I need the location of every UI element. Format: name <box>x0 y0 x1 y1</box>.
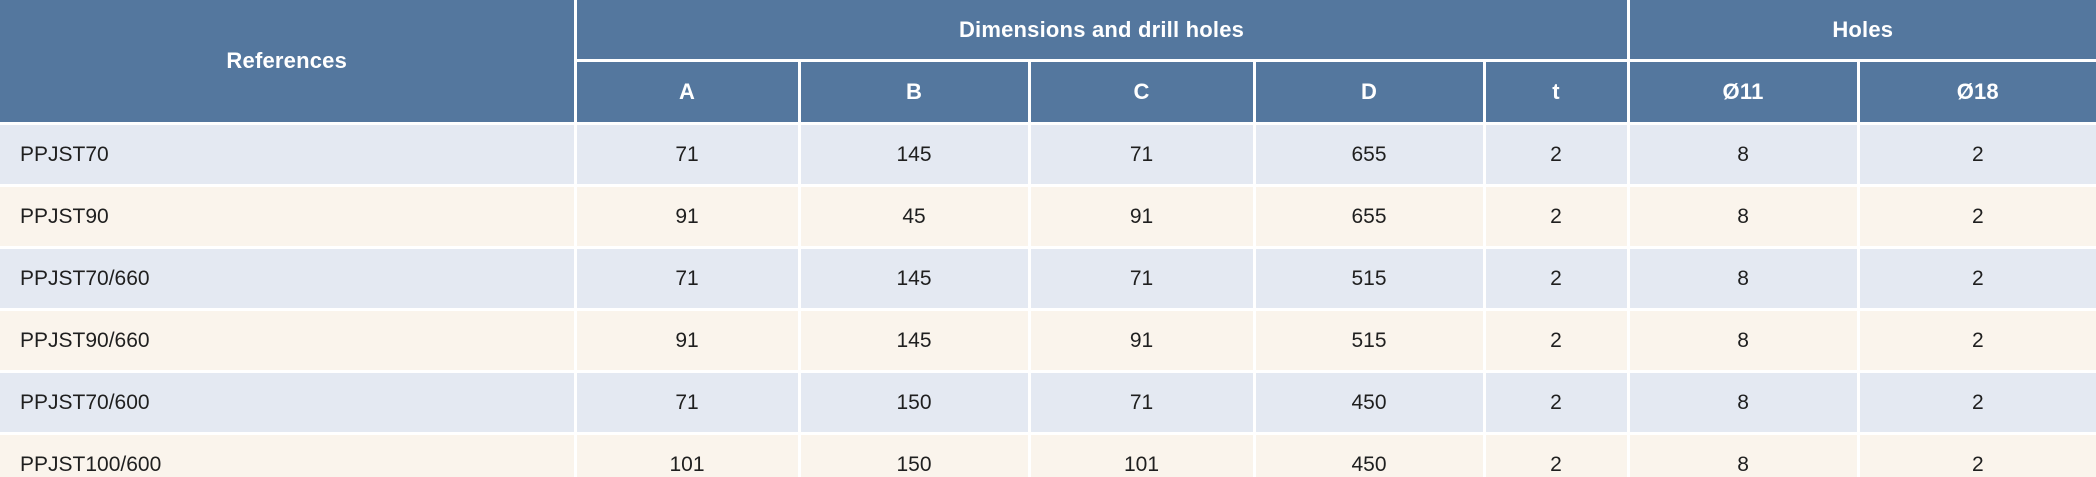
holes-o18-cell: 2 <box>1858 309 2096 373</box>
thickness-cell: 2 <box>1484 123 1630 187</box>
dimension-a-cell: 91 <box>575 309 801 373</box>
reference-cell: PPJST90 <box>0 185 577 249</box>
thickness-cell: 2 <box>1484 433 1630 477</box>
table-row: PPJST90/660 91 145 91 515 2 8 2 <box>0 309 2096 373</box>
dimension-c-cell: 71 <box>1029 247 1256 311</box>
thickness-cell: 2 <box>1484 247 1630 311</box>
thickness-cell: 2 <box>1484 371 1630 435</box>
dimension-a-cell: 71 <box>575 247 801 311</box>
thickness-cell: 2 <box>1484 185 1630 249</box>
holes-o11-cell: 8 <box>1628 123 1860 187</box>
table-row: PPJST70/660 71 145 71 515 2 8 2 <box>0 247 2096 311</box>
dimension-a-cell: 91 <box>575 185 801 249</box>
dimension-a-cell: 101 <box>575 433 801 477</box>
holes-o18-cell: 2 <box>1858 247 2096 311</box>
dimension-d-cell: 655 <box>1254 185 1486 249</box>
dimension-b-cell: 45 <box>799 185 1031 249</box>
reference-cell: PPJST90/660 <box>0 309 577 373</box>
dimension-c-cell: 101 <box>1029 433 1256 477</box>
reference-cell: PPJST70 <box>0 123 577 187</box>
reference-cell: PPJST100/600 <box>0 433 577 477</box>
holes-o18-cell: 2 <box>1858 185 2096 249</box>
references-column-header: References <box>0 0 577 125</box>
dimension-d-cell: 515 <box>1254 309 1486 373</box>
holes-group-header: Holes <box>1628 0 2096 62</box>
dimension-c-cell: 71 <box>1029 371 1256 435</box>
holes-o11-cell: 8 <box>1628 433 1860 477</box>
dimension-d-cell: 450 <box>1254 371 1486 435</box>
dimension-b-cell: 150 <box>799 433 1031 477</box>
table-row: PPJST70 71 145 71 655 2 8 2 <box>0 123 2096 187</box>
header-group-row: References Dimensions and drill holes Ho… <box>0 0 2096 125</box>
column-header-d: D <box>1254 60 1486 125</box>
column-header-o11: Ø11 <box>1628 60 1860 125</box>
reference-cell: PPJST70/660 <box>0 247 577 311</box>
header-columns-row: A B C D t Ø11 Ø18 <box>0 60 2096 125</box>
holes-o18-cell: 2 <box>1858 371 2096 435</box>
holes-o11-cell: 8 <box>1628 371 1860 435</box>
dimension-c-cell: 71 <box>1029 123 1256 187</box>
dimension-b-cell: 150 <box>799 371 1031 435</box>
holes-o11-cell: 8 <box>1628 247 1860 311</box>
dimension-d-cell: 655 <box>1254 123 1486 187</box>
dimension-d-cell: 515 <box>1254 247 1486 311</box>
reference-cell: PPJST70/600 <box>0 371 577 435</box>
holes-o11-cell: 8 <box>1628 309 1860 373</box>
table-row: PPJST100/600 101 150 101 450 2 8 2 <box>0 433 2096 477</box>
column-header-a: A <box>575 60 801 125</box>
dimension-d-cell: 450 <box>1254 433 1486 477</box>
table-row: PPJST70/600 71 150 71 450 2 8 2 <box>0 371 2096 435</box>
holes-o18-cell: 2 <box>1858 433 2096 477</box>
dimension-a-cell: 71 <box>575 123 801 187</box>
column-header-c: C <box>1029 60 1256 125</box>
table-row: PPJST90 91 45 91 655 2 8 2 <box>0 185 2096 249</box>
dimension-a-cell: 71 <box>575 371 801 435</box>
column-header-t: t <box>1484 60 1630 125</box>
dimensions-group-header: Dimensions and drill holes <box>575 0 1630 62</box>
dimension-b-cell: 145 <box>799 123 1031 187</box>
holes-o18-cell: 2 <box>1858 123 2096 187</box>
column-header-o18: Ø18 <box>1858 60 2096 125</box>
column-header-b: B <box>799 60 1031 125</box>
dimension-b-cell: 145 <box>799 309 1031 373</box>
dimension-c-cell: 91 <box>1029 185 1256 249</box>
dimension-b-cell: 145 <box>799 247 1031 311</box>
dimension-c-cell: 91 <box>1029 309 1256 373</box>
thickness-cell: 2 <box>1484 309 1630 373</box>
holes-o11-cell: 8 <box>1628 185 1860 249</box>
